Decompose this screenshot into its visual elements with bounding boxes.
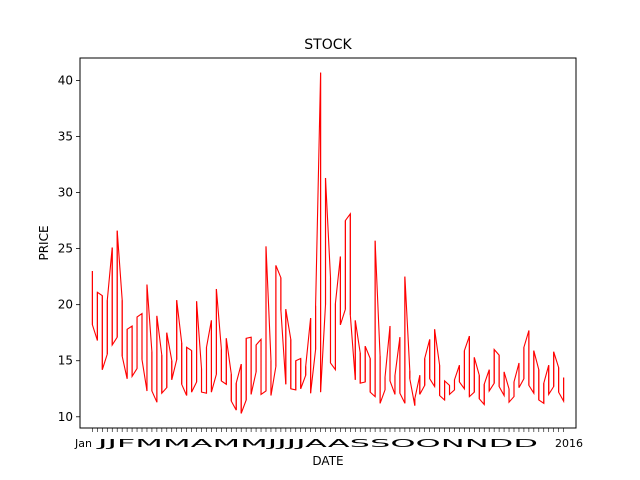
chart-title: STOCK bbox=[304, 37, 352, 53]
y-tick-label: 25 bbox=[58, 242, 73, 256]
y-tick-label: 30 bbox=[58, 186, 73, 200]
series-line-stock bbox=[91, 72, 565, 414]
y-tick-label: 20 bbox=[58, 298, 73, 312]
y-axis-ticks: 10 15 20 25 30 35 40 bbox=[58, 73, 80, 424]
x-axis-ticks bbox=[92, 428, 564, 432]
x-tick-labels-overlap: JJFMMAMMJJJJAASSOONNDD bbox=[95, 437, 538, 450]
y-tick-label: 10 bbox=[58, 410, 73, 424]
x-axis-label: DATE bbox=[312, 454, 343, 468]
y-tick-label: 40 bbox=[58, 73, 73, 87]
y-tick-label: 15 bbox=[58, 354, 73, 368]
y-tick-label: 35 bbox=[58, 129, 73, 143]
y-axis-label: PRICE bbox=[37, 225, 51, 260]
x-tick-label-last: 2016 bbox=[555, 437, 583, 450]
series-layer bbox=[91, 72, 565, 414]
plot-frame bbox=[79, 57, 577, 429]
plot-area bbox=[80, 58, 576, 428]
x-tick-label-first: Jan bbox=[74, 437, 92, 450]
